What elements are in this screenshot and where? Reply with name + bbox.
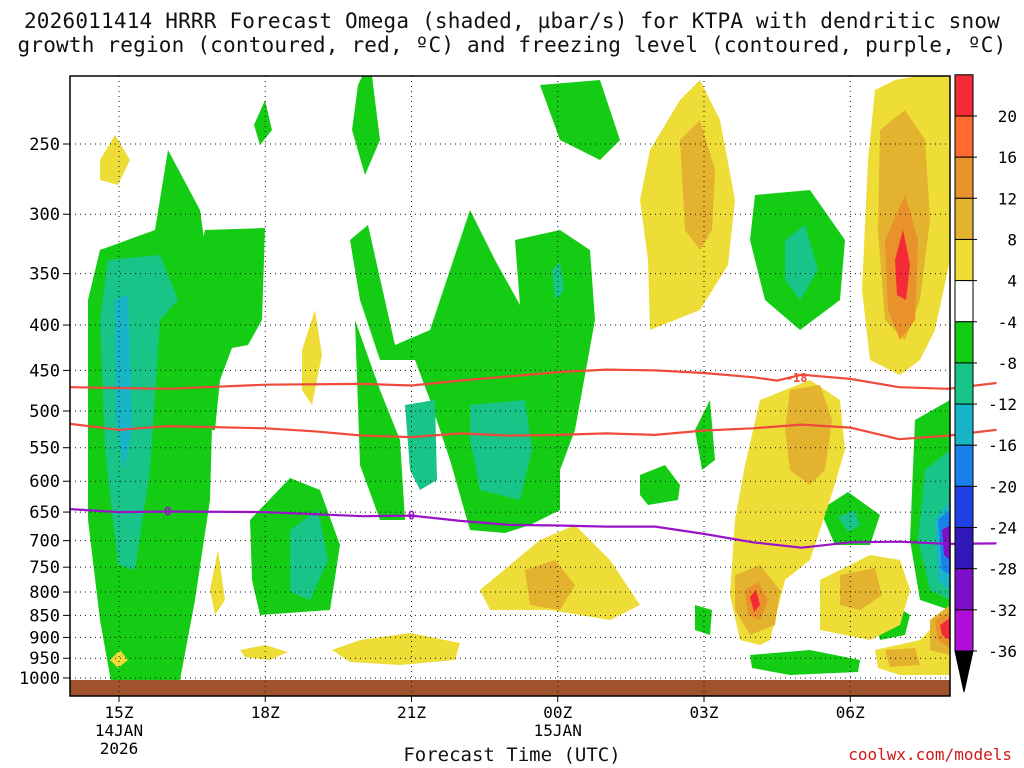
y-tick-label: 950 <box>29 649 60 669</box>
credit-link[interactable]: coolwx.com/models <box>848 745 1012 764</box>
colorbar-label: 16 <box>998 148 1017 167</box>
contour-label: 0 <box>164 504 171 518</box>
y-tick-label: 600 <box>29 472 60 492</box>
contour-label: 0 <box>408 509 415 523</box>
y-tick-label: 900 <box>29 628 60 648</box>
y-tick-label: 550 <box>29 439 60 459</box>
colorbar-segment <box>954 568 974 611</box>
y-tick-label: 800 <box>29 583 60 603</box>
colorbar-segment <box>954 197 974 240</box>
colorbar-segment <box>954 444 974 487</box>
y-tick-label: 850 <box>29 606 60 626</box>
contour-line <box>70 508 997 549</box>
x-tick-label: 03Z <box>690 703 719 722</box>
x-tick-label: 18Z <box>251 703 280 722</box>
colorbar-label: 20 <box>998 107 1017 126</box>
colorbar-segment <box>954 321 974 364</box>
colorbar-label: -36 <box>988 642 1017 661</box>
colorbar-label: -28 <box>988 560 1017 579</box>
contour-label: -18 <box>786 371 808 385</box>
colorbar-segment <box>954 609 974 652</box>
plot-frame <box>69 75 951 697</box>
y-tick-label: 500 <box>29 402 60 422</box>
colorbar-label: 12 <box>998 189 1017 208</box>
colorbar-label: -16 <box>988 436 1017 455</box>
x-tick-label: 15Z <box>105 703 134 722</box>
colorbar-label: 4 <box>1007 272 1017 291</box>
colorbar-label: -20 <box>988 477 1017 496</box>
y-tick-label: 400 <box>29 316 60 336</box>
contour-lines: -18 0 0 <box>70 368 997 549</box>
colorbar-segment <box>954 115 974 158</box>
y-axis: 2503003504004505005506006507007508008509… <box>19 135 70 689</box>
y-tick-label: 750 <box>29 558 60 578</box>
contour-line <box>70 368 997 390</box>
colorbar-label: -4 <box>998 313 1017 332</box>
chart-title-line-1: 2026011414 HRRR Forecast Omega (shaded, … <box>23 9 1001 33</box>
y-tick-label: 700 <box>29 532 60 552</box>
colorbar-segment <box>954 527 974 570</box>
colorbar-label: -12 <box>988 395 1017 414</box>
colorbar-segment <box>954 485 974 529</box>
colorbar-segment <box>954 403 974 446</box>
colorbar: 20 16 12 8 4 -4 -8 -12 -16 -20 -24 -28 -32 -36 <box>954 74 1017 693</box>
colorbar-segment <box>954 650 974 693</box>
x-tick-label: 06Z <box>836 703 865 722</box>
x-tick-label: 21Z <box>397 703 426 722</box>
colorbar-segment <box>954 280 974 323</box>
x-tick-sublabel: 2026 <box>100 739 139 758</box>
omega-shading <box>88 76 950 696</box>
colorbar-label: -32 <box>988 601 1017 620</box>
colorbar-segment <box>954 238 974 282</box>
y-tick-label: 650 <box>29 503 60 523</box>
x-axis-title: Forecast Time (UTC) <box>403 744 621 766</box>
colorbar-label: -8 <box>998 354 1017 373</box>
colorbar-label: 8 <box>1007 230 1017 249</box>
chart-title-line-2: growth region (contoured, red, ºC) and f… <box>17 33 1007 57</box>
y-tick-label: 300 <box>29 205 60 225</box>
y-tick-label: 350 <box>29 265 60 285</box>
ground-strip <box>70 680 950 696</box>
contour-line <box>70 422 997 441</box>
colorbar-segment <box>954 362 974 405</box>
x-tick-label: 00Z <box>543 703 572 722</box>
y-tick-label: 1000 <box>19 669 60 689</box>
y-tick-label: 450 <box>29 361 60 381</box>
y-tick-label: 250 <box>29 135 60 155</box>
colorbar-segment <box>954 74 974 117</box>
colorbar-label: -24 <box>988 519 1017 538</box>
grid-lines <box>70 76 950 696</box>
x-tick-sublabel: 14JAN <box>95 721 143 740</box>
colorbar-segment <box>954 156 974 199</box>
x-tick-sublabel: 15JAN <box>534 721 582 740</box>
